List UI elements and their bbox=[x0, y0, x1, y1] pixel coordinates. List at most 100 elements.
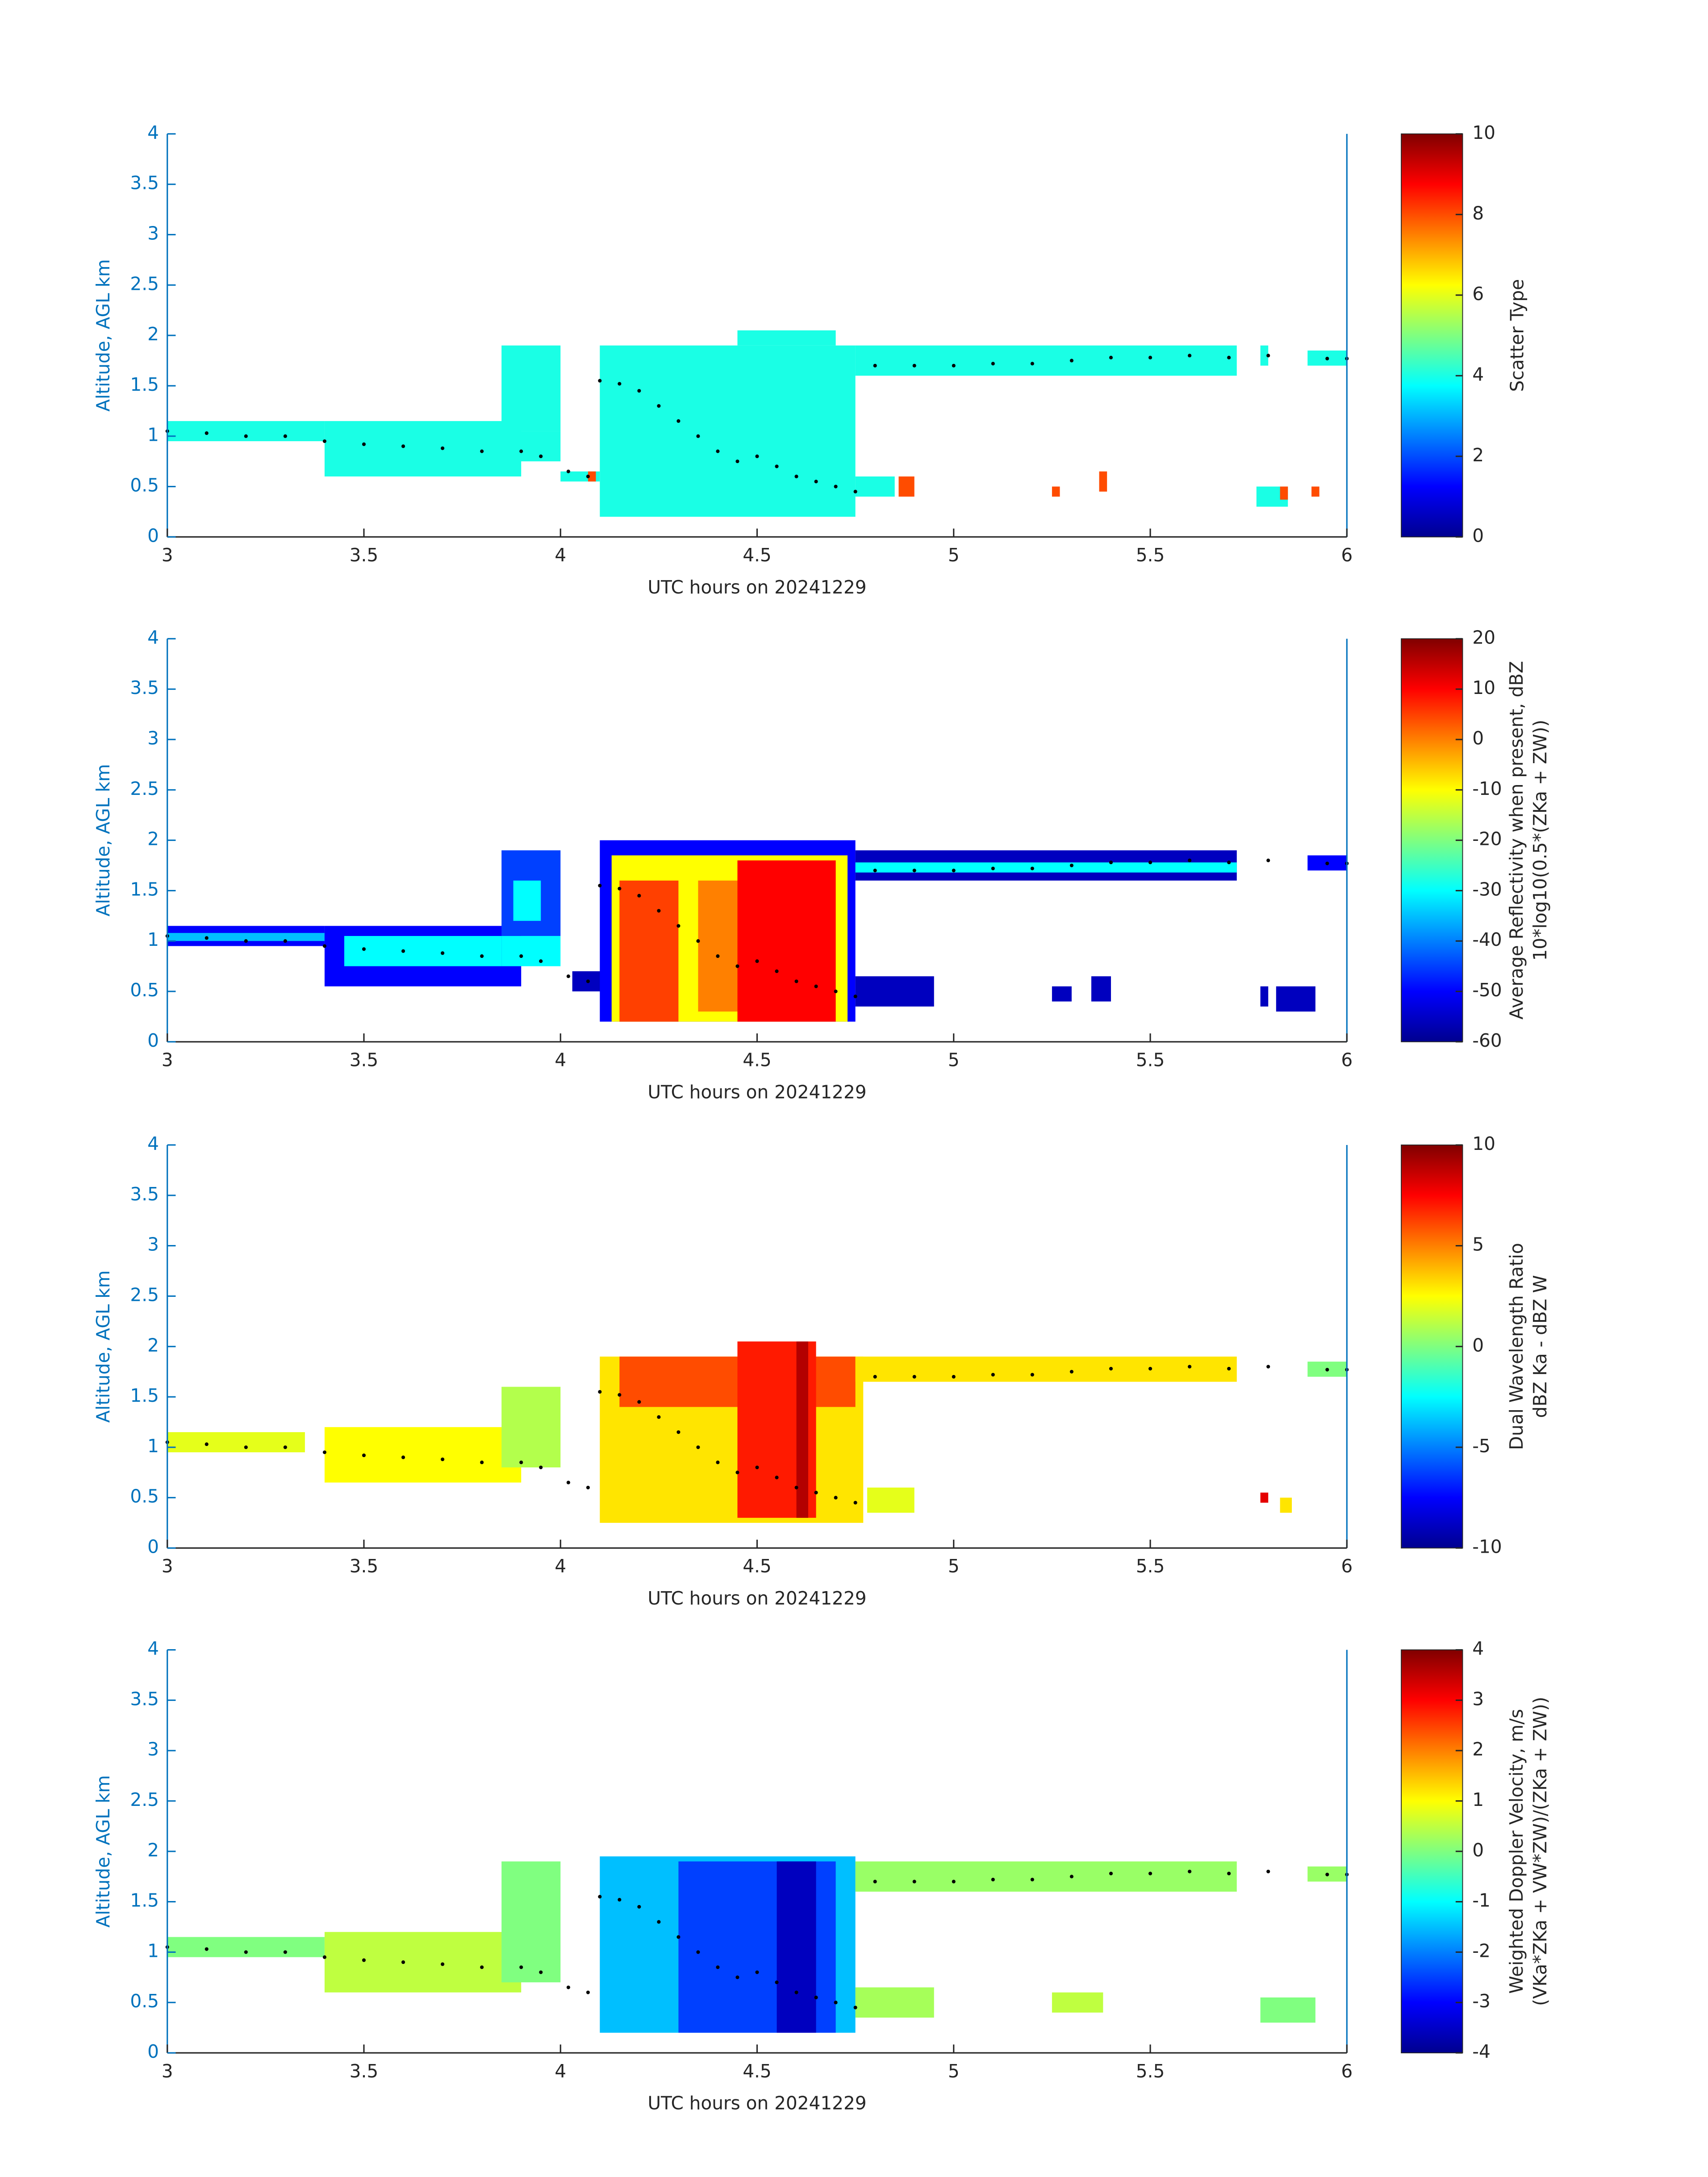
y-tick-label: 0 bbox=[147, 1536, 159, 1558]
colorbar-label: Weighted Doppler Velocity, m/s bbox=[1506, 1709, 1527, 1994]
colorbar-tick-label: 3 bbox=[1472, 1688, 1484, 1709]
cell bbox=[501, 345, 561, 431]
cell bbox=[1280, 486, 1288, 500]
base-dot bbox=[1148, 861, 1153, 865]
base-dot bbox=[1325, 1368, 1329, 1372]
base-dot bbox=[1069, 863, 1073, 868]
base-dot bbox=[991, 1877, 995, 1882]
base-dot bbox=[716, 954, 720, 958]
base-dot bbox=[991, 866, 995, 870]
y-tick-label: 3 bbox=[147, 1234, 159, 1255]
base-dot bbox=[1148, 1366, 1153, 1371]
base-dot bbox=[519, 1460, 523, 1464]
y-tick-label: 2 bbox=[147, 323, 159, 345]
cell bbox=[167, 1937, 325, 1957]
base-dot bbox=[566, 1985, 570, 1989]
base-dot bbox=[322, 1955, 326, 1959]
cell bbox=[1052, 1992, 1103, 2013]
base-dot bbox=[566, 1480, 570, 1484]
y-tick-label: 2 bbox=[147, 1334, 159, 1356]
base-dot bbox=[598, 379, 602, 383]
x-tick-label: 3.5 bbox=[350, 1049, 379, 1071]
base-dot bbox=[539, 454, 543, 458]
cell bbox=[324, 421, 522, 476]
cell bbox=[1052, 986, 1072, 1002]
cell bbox=[855, 1356, 1237, 1382]
base-dot bbox=[539, 1465, 543, 1470]
base-dot bbox=[657, 404, 661, 408]
y-tick-label: 2 bbox=[147, 1839, 159, 1861]
colorbar bbox=[1401, 638, 1463, 1042]
base-dot bbox=[1325, 1872, 1329, 1876]
cell bbox=[1052, 486, 1060, 497]
cell bbox=[167, 1432, 305, 1453]
base-dot bbox=[362, 947, 366, 951]
x-tick-label: 5 bbox=[948, 1049, 960, 1071]
y-tick-label: 1.5 bbox=[130, 374, 159, 395]
x-tick-label: 6 bbox=[1341, 544, 1353, 566]
colorbar bbox=[1401, 133, 1463, 538]
base-dot bbox=[1325, 861, 1329, 865]
base-dot bbox=[244, 434, 248, 438]
y-tick-label: 0.5 bbox=[130, 979, 159, 1001]
cell bbox=[737, 860, 836, 1022]
base-dot bbox=[1227, 1366, 1231, 1371]
y-tick-label: 1 bbox=[147, 424, 159, 446]
base-dot bbox=[696, 1950, 700, 1954]
cell bbox=[1260, 1492, 1269, 1503]
cell bbox=[777, 1861, 816, 2033]
base-dot bbox=[401, 444, 405, 448]
base-dot bbox=[322, 1450, 326, 1454]
y-axis-label: Altitude, AGL km bbox=[92, 1775, 114, 1927]
y-tick-label: 3.5 bbox=[130, 677, 159, 698]
x-tick-label: 4.5 bbox=[743, 1049, 772, 1071]
base-dot bbox=[853, 2006, 857, 2010]
y-tick-label: 2 bbox=[147, 828, 159, 850]
base-dot bbox=[834, 990, 838, 994]
base-dot bbox=[716, 1460, 720, 1464]
y-tick-label: 3 bbox=[147, 222, 159, 244]
colorbar-label: Average Reflectivity when present, dBZ bbox=[1506, 661, 1527, 1020]
base-dot bbox=[598, 1895, 602, 1899]
x-tick-label: 3 bbox=[162, 544, 173, 566]
base-dot bbox=[677, 1935, 681, 1939]
base-dot bbox=[834, 485, 838, 489]
base-dot bbox=[657, 909, 661, 913]
base-dot bbox=[618, 382, 622, 386]
colorbar-label: 10*log10(0.5*(ZKa + ZW)) bbox=[1529, 720, 1551, 961]
cell bbox=[344, 936, 502, 966]
y-tick-label: 2.5 bbox=[130, 1789, 159, 1810]
base-dot bbox=[362, 442, 366, 446]
base-dot bbox=[322, 944, 326, 948]
base-dot bbox=[1266, 1365, 1270, 1369]
base-dot bbox=[755, 1465, 759, 1470]
base-dot bbox=[677, 419, 681, 423]
cell bbox=[796, 1341, 808, 1518]
base-dot bbox=[814, 480, 818, 484]
base-dot bbox=[1148, 355, 1153, 359]
y-tick-label: 0 bbox=[147, 2041, 159, 2062]
base-dot bbox=[716, 1965, 720, 1969]
base-dot bbox=[677, 1430, 681, 1434]
cell bbox=[1099, 471, 1107, 492]
cell bbox=[1260, 986, 1269, 1007]
x-tick-label: 5 bbox=[948, 2060, 960, 2082]
base-dot bbox=[696, 939, 700, 943]
colorbar-tick-label: 1 bbox=[1472, 1789, 1484, 1810]
base-dot bbox=[205, 1442, 209, 1446]
base-dot bbox=[586, 474, 590, 479]
base-dot bbox=[441, 951, 445, 955]
x-tick-label: 5.5 bbox=[1136, 544, 1165, 566]
base-dot bbox=[853, 994, 857, 999]
base-dot bbox=[1188, 1869, 1192, 1873]
base-dot bbox=[755, 1970, 759, 1974]
base-dot bbox=[1030, 866, 1034, 870]
x-axis-label: UTC hours on 20241229 bbox=[647, 1081, 866, 1103]
base-dot bbox=[1109, 861, 1113, 865]
x-tick-label: 4.5 bbox=[743, 2060, 772, 2082]
base-dot bbox=[1069, 1875, 1073, 1879]
y-tick-label: 2.5 bbox=[130, 778, 159, 799]
base-dot bbox=[912, 1375, 916, 1379]
base-dot bbox=[480, 449, 484, 453]
y-tick-label: 3 bbox=[147, 1738, 159, 1760]
